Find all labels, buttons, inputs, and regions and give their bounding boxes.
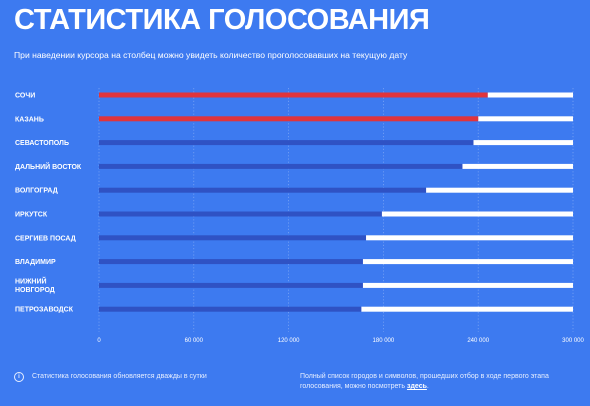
x-tick-label: 0	[97, 338, 101, 344]
bar[interactable]	[99, 306, 362, 312]
details-link[interactable]: здесь	[406, 383, 427, 390]
page-subtitle: При наведении курсора на столбец можно у…	[14, 50, 408, 60]
x-tick-label: 240 000	[467, 338, 489, 344]
info-icon: i	[14, 372, 24, 382]
footer-list-info: Полный список городов и символов, прошед…	[300, 372, 570, 392]
bar-remainder	[473, 140, 573, 146]
bar-remainder	[426, 187, 573, 193]
category-label: СЕВАСТОПОЛЬ	[15, 140, 69, 147]
bar[interactable]	[99, 235, 367, 241]
bar[interactable]	[99, 116, 479, 122]
category-label: НИЖНИЙ	[15, 277, 47, 286]
page-title: СТАТИСТИКА ГОЛОСОВАНИЯ	[14, 4, 430, 36]
bar[interactable]	[99, 92, 488, 98]
bar[interactable]	[99, 163, 463, 169]
bar[interactable]	[99, 211, 382, 217]
bar[interactable]	[99, 187, 427, 193]
bar-remainder	[361, 306, 573, 312]
category-label: ИРКУТСК	[15, 212, 48, 219]
bar[interactable]	[99, 282, 363, 288]
category-label: НОВГОРОД	[15, 287, 55, 294]
bar[interactable]	[99, 259, 363, 265]
category-label: ДАЛЬНИЙ ВОСТОК	[15, 162, 82, 171]
bar[interactable]	[99, 140, 474, 146]
category-label: СЕРГИЕВ ПОСАД	[15, 235, 76, 242]
x-tick-label: 180 000	[373, 338, 395, 344]
category-label: СОЧИ	[15, 93, 35, 100]
bar-remainder	[462, 163, 573, 169]
footer-note-text: Статистика голосования обновляется дважд…	[32, 373, 207, 380]
bar-remainder	[362, 259, 573, 265]
bar-remainder	[478, 116, 573, 122]
bar-remainder	[366, 235, 573, 241]
category-label: ВЛАДИМИР	[15, 259, 56, 266]
category-label: КАЗАНЬ	[15, 116, 44, 123]
x-tick-label: 60 000	[185, 338, 204, 344]
bar-remainder	[362, 282, 573, 288]
x-tick-label: 120 000	[278, 338, 300, 344]
category-label: ВОЛГОГРАД	[15, 188, 58, 195]
footer-note: i Статистика голосования обновляется два…	[14, 372, 207, 382]
footer-list-text: Полный список городов и символов, прошед…	[300, 373, 549, 390]
category-label: ПЕТРОЗАВОДСК	[15, 307, 74, 314]
footer-list-suffix: .	[426, 383, 429, 390]
vote-chart: 0 60 000 120 000 180 000 240 000 300 000 СОЧИ К…	[15, 88, 585, 344]
bar-remainder	[487, 92, 573, 98]
x-tick-label: 300 000	[562, 338, 584, 344]
bar-remainder	[381, 211, 573, 217]
